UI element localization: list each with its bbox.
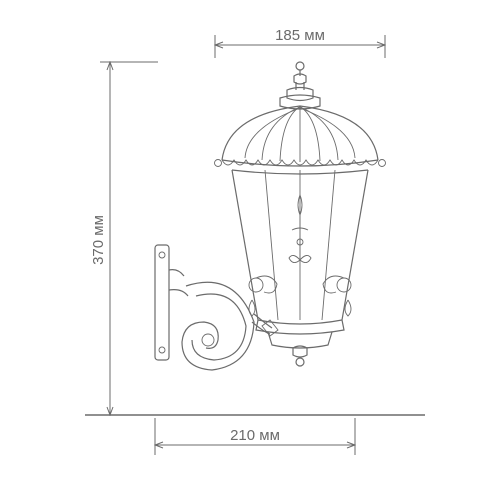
top-width-label: 185 мм [275,27,325,44]
dimension-bottom-width: 210 мм [155,418,355,455]
dimension-top-width: 185 мм [215,27,385,58]
dimension-height: 370 мм [90,62,158,415]
lantern-dimension-diagram: 185 мм 370 мм 210 мм [0,0,500,500]
lantern-drawing [155,62,386,370]
bottom-width-label: 210 мм [230,427,280,444]
height-label: 370 мм [90,215,107,265]
